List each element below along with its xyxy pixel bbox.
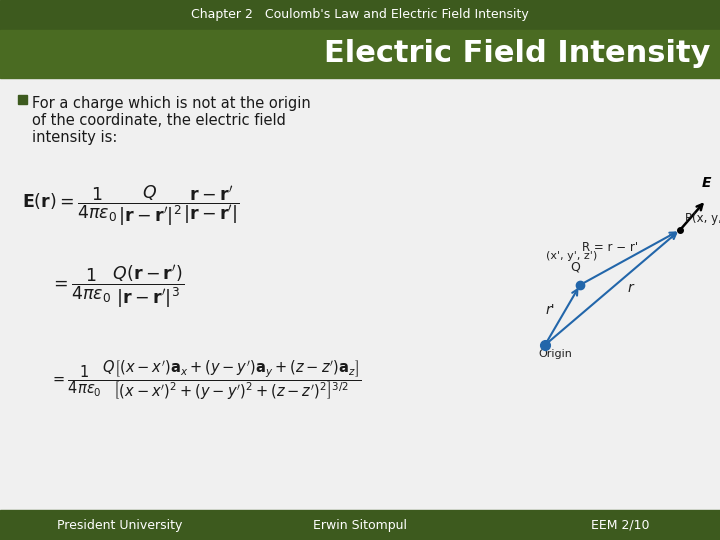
Text: Erwin Sitompul: Erwin Sitompul (313, 518, 407, 532)
Text: of the coordinate, the electric field: of the coordinate, the electric field (32, 113, 286, 129)
Bar (18, 95, 27, 104)
Text: (x', y', z'): (x', y', z') (546, 251, 598, 261)
Text: $= \dfrac{1}{4\pi\varepsilon_0}\dfrac{Q\left[(x-x^{\prime})\mathbf{a}_x + (y-y^{: $= \dfrac{1}{4\pi\varepsilon_0}\dfrac{Q\… (50, 359, 361, 402)
Text: Q: Q (570, 261, 580, 274)
Text: Electric Field Intensity: Electric Field Intensity (323, 39, 710, 69)
Text: Chapter 2   Coulomb's Law and Electric Field Intensity: Chapter 2 Coulomb's Law and Electric Fie… (191, 8, 529, 22)
Text: For a charge which is not at the origin: For a charge which is not at the origin (32, 96, 311, 111)
Text: r: r (628, 280, 634, 294)
Text: EEM 2/10: EEM 2/10 (590, 518, 649, 532)
Text: r': r' (546, 303, 555, 317)
Text: $= \dfrac{1}{4\pi\varepsilon_0}\dfrac{Q(\mathbf{r}-\mathbf{r}^{\prime})}{|\mathb: $= \dfrac{1}{4\pi\varepsilon_0}\dfrac{Q(… (50, 264, 184, 310)
Text: intensity is:: intensity is: (32, 130, 117, 145)
Text: R = r − r': R = r − r' (582, 241, 638, 254)
Text: E: E (702, 176, 711, 190)
Bar (0, 0, 720, 30)
Text: P(x, y, z): P(x, y, z) (685, 212, 720, 225)
Bar (0, 30, 720, 78)
Text: President University: President University (58, 518, 183, 532)
Text: Origin: Origin (538, 349, 572, 359)
Text: $\mathbf{E}(\mathbf{r}) = \dfrac{1}{4\pi\varepsilon_0}\dfrac{Q}{|\mathbf{r}-\mat: $\mathbf{E}(\mathbf{r}) = \dfrac{1}{4\pi… (22, 183, 240, 228)
Bar (0, 510, 720, 540)
